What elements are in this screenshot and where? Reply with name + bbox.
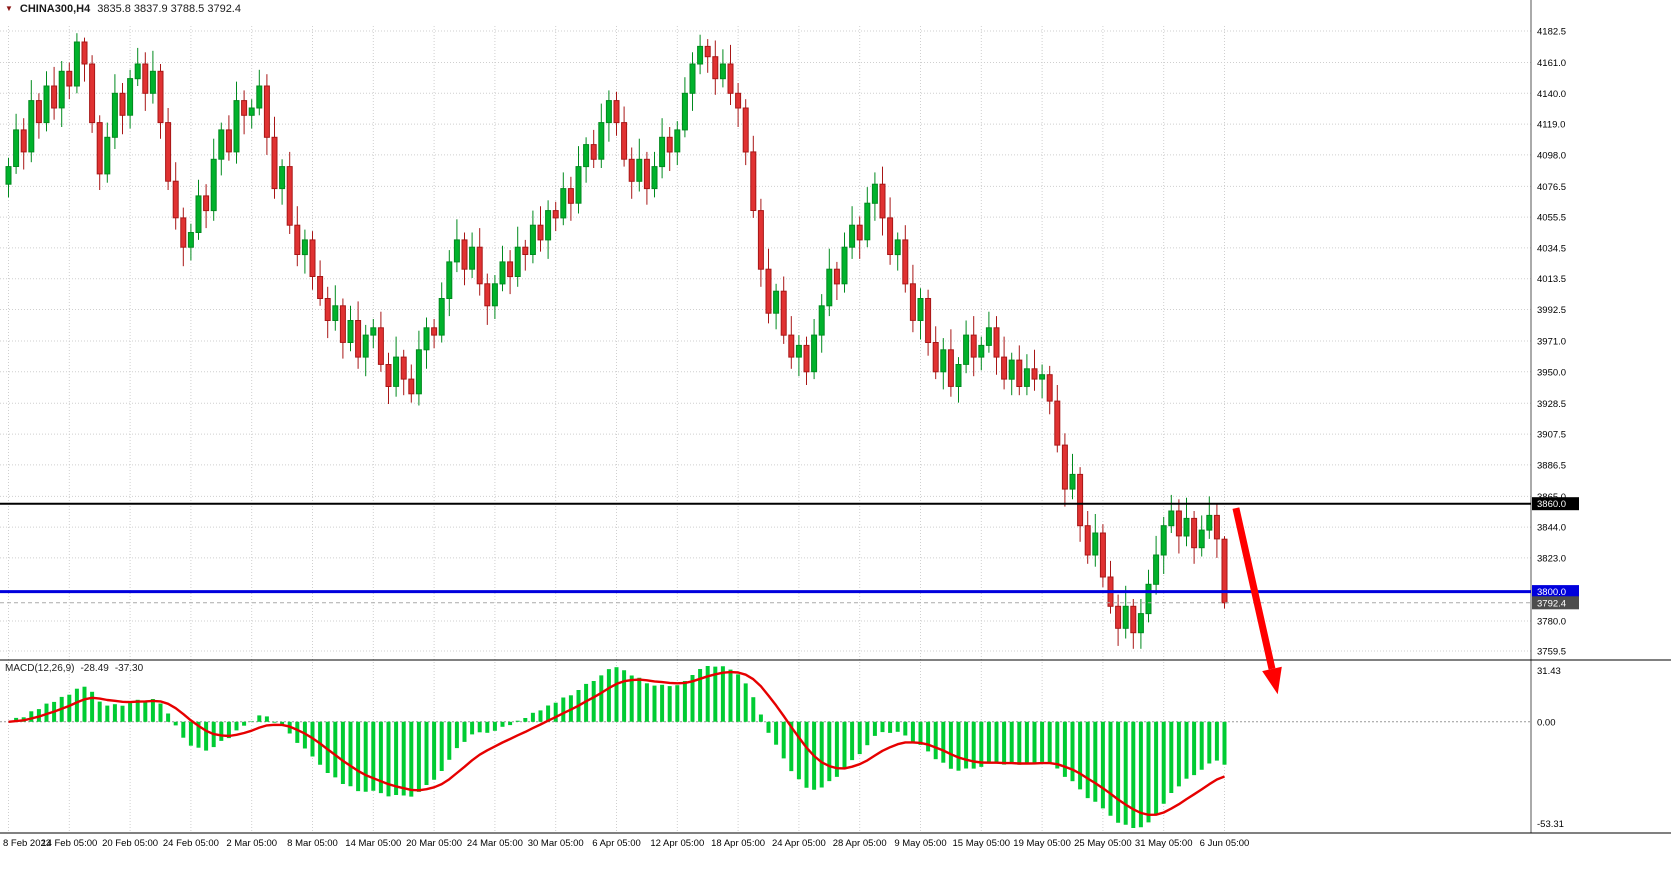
svg-text:0.00: 0.00: [1537, 717, 1556, 728]
price-axis: 4182.5 4161.0 4140.0 4119.0 4098.0 4076.5 4055…: [1537, 27, 1566, 658]
svg-text:8 Feb 2023: 8 Feb 2023: [3, 838, 51, 849]
svg-text:31 May 05:00: 31 May 05:00: [1135, 838, 1193, 849]
svg-text:28 Apr 05:00: 28 Apr 05:00: [833, 838, 887, 849]
svg-text:24 Mar 05:00: 24 Mar 05:00: [467, 838, 523, 849]
svg-text:4098.0: 4098.0: [1537, 150, 1566, 161]
svg-text:4055.5: 4055.5: [1537, 213, 1566, 224]
svg-text:25 May 05:00: 25 May 05:00: [1074, 838, 1132, 849]
macd-axis: 31.43 0.00 -53.31: [1537, 666, 1564, 830]
macd-name: MACD(12,26,9): [5, 663, 75, 674]
symbol-marker-icon: ▼: [5, 4, 13, 13]
macd-main-value: -28.49: [80, 663, 109, 674]
svg-text:4034.5: 4034.5: [1537, 243, 1566, 254]
svg-text:4161.0: 4161.0: [1537, 58, 1566, 69]
svg-text:18 Apr 05:00: 18 Apr 05:00: [711, 838, 765, 849]
svg-text:8 Mar 05:00: 8 Mar 05:00: [287, 838, 338, 849]
svg-text:20 Mar 05:00: 20 Mar 05:00: [406, 838, 462, 849]
svg-text:14 Mar 05:00: 14 Mar 05:00: [345, 838, 401, 849]
macd-indicator-label: MACD(12,26,9) -28.49 -37.30: [5, 663, 143, 674]
svg-text:3780.0: 3780.0: [1537, 617, 1566, 628]
svg-text:3844.0: 3844.0: [1537, 523, 1566, 534]
svg-text:4013.5: 4013.5: [1537, 274, 1566, 285]
svg-text:24 Feb 05:00: 24 Feb 05:00: [163, 838, 219, 849]
svg-text:31.43: 31.43: [1537, 666, 1561, 677]
panel-borders: [0, 0, 1671, 834]
svg-text:6 Jun 05:00: 6 Jun 05:00: [1200, 838, 1250, 849]
macd-signal-value: -37.30: [114, 663, 144, 674]
candlesticks: [5, 33, 1228, 649]
price-level-tag[interactable]: 3800.0: [1532, 585, 1579, 599]
svg-text:3971.0: 3971.0: [1537, 337, 1566, 348]
svg-text:14 Feb 05:00: 14 Feb 05:00: [41, 838, 97, 849]
svg-text:4140.0: 4140.0: [1537, 89, 1566, 100]
svg-text:12 Apr 05:00: 12 Apr 05:00: [650, 838, 704, 849]
svg-text:3907.5: 3907.5: [1537, 430, 1566, 441]
macd-signal-line: [8, 670, 1225, 816]
macd-histogram: [14, 666, 1227, 828]
svg-text:4119.0: 4119.0: [1537, 120, 1565, 131]
symbol-name: CHINA300,H4: [19, 3, 91, 15]
svg-text:3950.0: 3950.0: [1537, 367, 1566, 378]
svg-text:3992.5: 3992.5: [1537, 305, 1566, 316]
price-level-tag[interactable]: 3860.0: [1532, 497, 1579, 511]
chart-title: ▼ CHINA300,H4 3835.8 3837.9 3788.5 3792.…: [5, 3, 241, 15]
svg-text:24 Apr 05:00: 24 Apr 05:00: [772, 838, 826, 849]
svg-text:15 May 05:00: 15 May 05:00: [953, 838, 1011, 849]
current-price-tag[interactable]: 3792.4: [1532, 596, 1579, 610]
svg-text:20 Feb 05:00: 20 Feb 05:00: [102, 838, 158, 849]
svg-text:3800.0: 3800.0: [1537, 587, 1566, 598]
svg-text:3886.5: 3886.5: [1537, 460, 1566, 471]
svg-text:3759.5: 3759.5: [1537, 647, 1566, 658]
svg-text:4182.5: 4182.5: [1537, 27, 1566, 38]
svg-text:6 Apr 05:00: 6 Apr 05:00: [592, 838, 641, 849]
svg-text:-53.31: -53.31: [1537, 819, 1564, 830]
svg-text:9 May 05:00: 9 May 05:00: [894, 838, 946, 849]
svg-text:3792.4: 3792.4: [1537, 598, 1566, 609]
ohlc-values: 3835.8 3837.9 3788.5 3792.4: [97, 3, 241, 15]
svg-text:4076.5: 4076.5: [1537, 182, 1566, 193]
svg-text:3823.0: 3823.0: [1537, 553, 1566, 564]
svg-text:30 Mar 05:00: 30 Mar 05:00: [528, 838, 584, 849]
trend-arrow-annotation[interactable]: [1232, 507, 1282, 695]
svg-text:2 Mar 05:00: 2 Mar 05:00: [226, 838, 277, 849]
svg-text:19 May 05:00: 19 May 05:00: [1013, 838, 1071, 849]
svg-text:3860.0: 3860.0: [1537, 499, 1566, 510]
svg-text:3928.5: 3928.5: [1537, 399, 1566, 410]
